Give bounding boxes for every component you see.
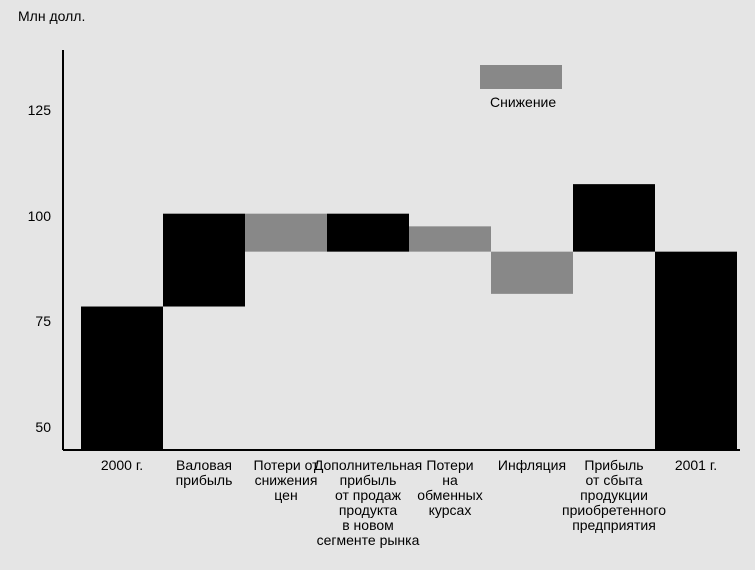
y-tick-label: 100: [27, 207, 51, 224]
category-label: Потери на обменных курсах: [417, 457, 483, 518]
category-label: Валовая прибыль: [175, 457, 233, 488]
bars-group: [81, 184, 737, 450]
y-tick-label: 75: [35, 313, 51, 330]
y-axis-label: Млн долл.: [18, 8, 86, 24]
y-tick-label: 125: [27, 102, 51, 119]
category-label: 2001 г.: [674, 457, 718, 473]
bar-5: [409, 226, 491, 252]
bar-8: [655, 251, 737, 450]
bar-1: [81, 306, 163, 450]
y-tick-label: 50: [35, 418, 51, 435]
category-label: Прибыль от сбыта продукции приобретенног…: [562, 457, 666, 533]
bar-6: [491, 251, 573, 294]
bar-7: [573, 184, 655, 252]
category-label: 2000 г.: [100, 457, 144, 473]
legend-label: Снижение: [490, 94, 557, 110]
bar-3: [245, 213, 327, 252]
category-label: Инфляция: [497, 457, 567, 473]
category-label: Потери от снижения цен: [253, 457, 319, 503]
category-label: Дополнительная прибыль от продаж продукт…: [313, 457, 423, 548]
legend-swatch: [480, 65, 562, 89]
bar-4: [327, 213, 409, 252]
bar-2: [163, 213, 245, 307]
